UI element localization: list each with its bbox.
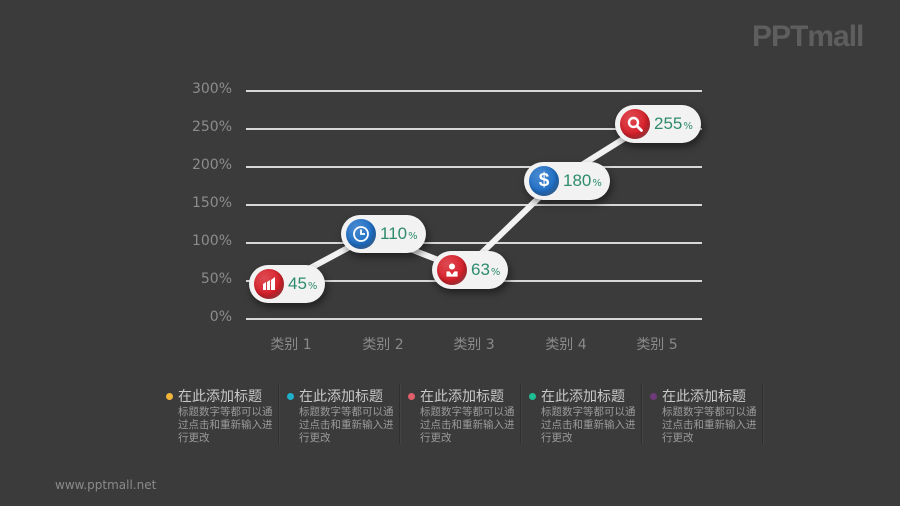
legend-title: 在此添加标题 xyxy=(299,389,383,405)
percent-sign: % xyxy=(490,267,501,279)
legend: 在此添加标题 标题数字等都可以通过点击和重新输入进行更改 在此添加标题 标题数字等都可… xyxy=(158,384,763,444)
data-point-label: 63% xyxy=(432,251,509,290)
footer-url[interactable]: www.pptmall.net xyxy=(55,478,157,492)
legend-item: 在此添加标题 标题数字等都可以通过点击和重新输入进行更改 xyxy=(400,384,521,444)
gridline xyxy=(246,90,702,92)
legend-dot-icon xyxy=(287,392,294,400)
data-value: 255 xyxy=(654,114,683,134)
data-point-label: 255% xyxy=(615,105,701,144)
data-value: 180 xyxy=(563,171,592,191)
legend-description: 标题数字等都可以通过点击和重新输入进行更改 xyxy=(541,406,636,444)
legend-item: 在此添加标题 标题数字等都可以通过点击和重新输入进行更改 xyxy=(642,384,763,444)
legend-description: 标题数字等都可以通过点击和重新输入进行更改 xyxy=(299,406,394,444)
data-value: 110 xyxy=(380,224,408,244)
percent-sign: % xyxy=(408,231,418,243)
x-tick-label: 类别 5 xyxy=(636,337,678,353)
clock-icon xyxy=(346,219,376,250)
dollar-icon: $ xyxy=(529,166,559,197)
data-point-label: $180% xyxy=(524,162,610,201)
legend-item: 在此添加标题 标题数字等都可以通过点击和重新输入进行更改 xyxy=(158,384,279,444)
y-tick-label: 150% xyxy=(191,195,232,211)
legend-dot-icon xyxy=(166,392,173,400)
logo: PPTmall xyxy=(752,20,864,53)
x-tick-label: 类别 2 xyxy=(362,337,404,353)
person-icon xyxy=(437,255,467,286)
gridline xyxy=(246,204,702,206)
data-point-label: 110% xyxy=(341,215,426,254)
legend-item: 在此添加标题 标题数字等都可以通过点击和重新输入进行更改 xyxy=(521,384,642,444)
percent-sign: % xyxy=(683,121,693,133)
legend-description: 标题数字等都可以通过点击和重新输入进行更改 xyxy=(178,406,273,444)
y-tick-label: 100% xyxy=(191,233,232,249)
data-value: 45 xyxy=(288,273,307,293)
data-line xyxy=(279,121,649,287)
data-value: 63 xyxy=(471,260,490,280)
legend-item: 在此添加标题 标题数字等都可以通过点击和重新输入进行更改 xyxy=(279,384,400,444)
percent-sign: % xyxy=(307,280,318,292)
y-tick-label: 300% xyxy=(191,81,232,97)
y-tick-label: 0% xyxy=(209,309,232,325)
legend-title: 在此添加标题 xyxy=(420,389,504,405)
legend-dot-icon xyxy=(529,392,536,400)
y-tick-label: 200% xyxy=(191,157,232,173)
x-tick-label: 类别 4 xyxy=(545,337,587,353)
data-point-label: 45% xyxy=(249,264,326,303)
x-tick-label: 类别 3 xyxy=(453,337,495,353)
legend-description: 标题数字等都可以通过点击和重新输入进行更改 xyxy=(420,406,515,444)
y-tick-label: 50% xyxy=(200,271,232,287)
percent-sign: % xyxy=(592,178,602,190)
gridline xyxy=(246,242,702,244)
search-icon xyxy=(620,109,650,140)
legend-dot-icon xyxy=(408,392,415,400)
gridline xyxy=(246,166,702,168)
legend-description: 标题数字等都可以通过点击和重新输入进行更改 xyxy=(662,406,757,444)
gridline xyxy=(246,128,702,130)
line-chart: 300% 250% 200% 150% 100% 50% 0% 类别 1 类别 2 类别 3 类别… xyxy=(191,81,702,353)
legend-dot-icon xyxy=(650,392,657,400)
y-tick-label: 250% xyxy=(191,119,232,135)
legend-title: 在此添加标题 xyxy=(541,389,625,405)
legend-title: 在此添加标题 xyxy=(662,389,746,405)
chart-growth-icon xyxy=(254,268,284,299)
legend-title: 在此添加标题 xyxy=(178,389,262,405)
gridline xyxy=(246,318,702,320)
x-tick-label: 类别 1 xyxy=(270,337,312,353)
